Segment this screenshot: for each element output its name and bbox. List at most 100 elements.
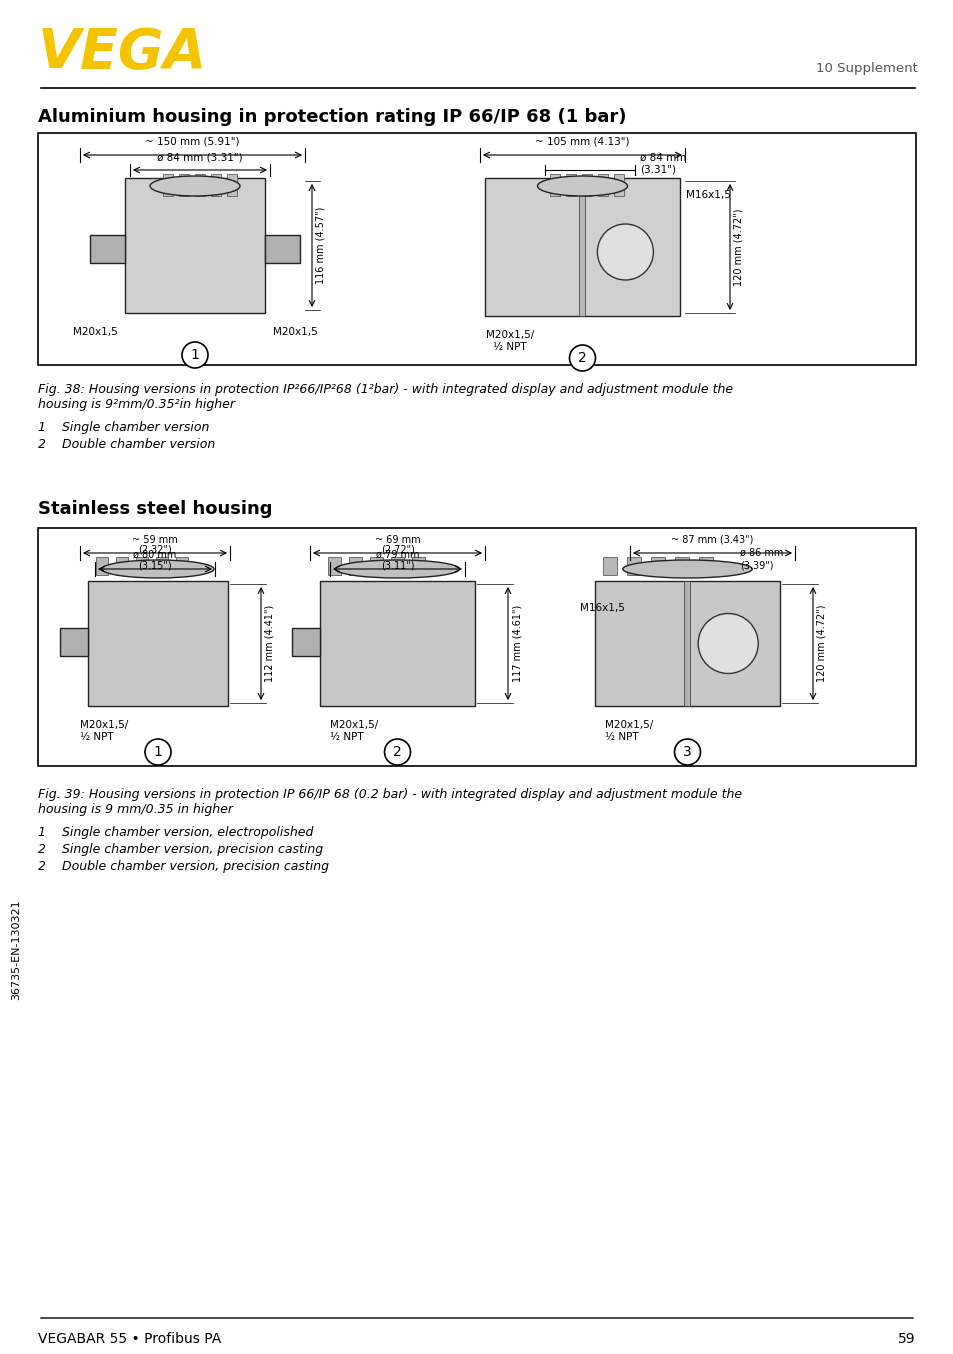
Ellipse shape [537, 176, 627, 196]
Text: ~ 59 mm: ~ 59 mm [132, 535, 177, 546]
Bar [60, 628, 88, 655]
Text: (3.15"): (3.15") [138, 561, 172, 570]
Bar [614, 175, 624, 196]
Text: 36735-EN-130321: 36735-EN-130321 [11, 899, 21, 1001]
Bar [699, 556, 712, 575]
Bar [550, 175, 560, 196]
Bar [96, 556, 108, 575]
Text: 116 mm (4.57"): 116 mm (4.57") [315, 207, 326, 284]
Text: M20x1,5: M20x1,5 [273, 328, 317, 337]
Text: ø 84 mm: ø 84 mm [639, 153, 685, 162]
Text: ½ NPT: ½ NPT [330, 733, 363, 742]
Bar [370, 556, 382, 575]
Text: Fig. 39: Housing versions in protection IP 66/IP 68 (0.2 bar) - with integrated : Fig. 39: Housing versions in protection … [38, 788, 741, 802]
Text: 120 mm (4.72"): 120 mm (4.72") [816, 605, 826, 682]
Bar [675, 556, 688, 575]
Text: 1    Single chamber version, electropolished: 1 Single chamber version, electropolishe… [38, 826, 313, 839]
Text: M20x1,5/: M20x1,5/ [330, 720, 377, 730]
Bar [265, 236, 299, 263]
Bar [566, 175, 576, 196]
Bar [116, 556, 128, 575]
Text: 1    Single chamber version: 1 Single chamber version [38, 421, 209, 435]
Bar [136, 556, 148, 575]
Text: 3: 3 [682, 745, 691, 760]
Text: ø 86 mm: ø 86 mm [740, 548, 782, 558]
Bar [292, 628, 319, 655]
Text: 2: 2 [393, 745, 401, 760]
Bar [349, 556, 361, 575]
Bar [683, 581, 689, 705]
Text: 10 Supplement: 10 Supplement [815, 62, 917, 74]
Bar [194, 175, 205, 196]
Bar [391, 556, 403, 575]
Bar [328, 556, 340, 575]
Text: 2    Double chamber version, precision casting: 2 Double chamber version, precision cast… [38, 860, 329, 873]
Text: 2    Double chamber version: 2 Double chamber version [38, 437, 215, 451]
Bar [582, 175, 592, 196]
Bar [163, 175, 172, 196]
Text: (2.32"): (2.32") [138, 546, 172, 555]
Text: VEGA: VEGA [38, 26, 207, 80]
Text: M16x1,5: M16x1,5 [579, 603, 624, 613]
Text: ½ NPT: ½ NPT [604, 733, 638, 742]
Bar [175, 556, 188, 575]
Bar [156, 556, 168, 575]
Bar [38, 133, 915, 366]
Text: 112 mm (4.41"): 112 mm (4.41") [265, 605, 274, 682]
Bar [179, 175, 189, 196]
Bar [412, 556, 424, 575]
Circle shape [182, 343, 208, 368]
Bar [484, 177, 679, 315]
Circle shape [674, 739, 700, 765]
Text: VEGABAR 55 • Profibus PA: VEGABAR 55 • Profibus PA [38, 1332, 221, 1346]
Ellipse shape [102, 561, 213, 578]
Text: ~ 105 mm (4.13"): ~ 105 mm (4.13") [535, 137, 629, 148]
Ellipse shape [335, 561, 459, 578]
Text: (3.11"): (3.11") [381, 561, 415, 570]
Circle shape [145, 739, 171, 765]
Text: ø 80 mm: ø 80 mm [133, 550, 176, 561]
Text: ~ 87 mm (3.43"): ~ 87 mm (3.43") [670, 535, 753, 546]
Bar [38, 528, 915, 766]
Bar [125, 177, 265, 313]
Text: ~ 150 mm (5.91"): ~ 150 mm (5.91") [145, 137, 239, 148]
Ellipse shape [622, 561, 752, 578]
Text: M20x1,5: M20x1,5 [72, 328, 117, 337]
Text: M20x1,5/: M20x1,5/ [604, 720, 653, 730]
Text: Aluminium housing in protection rating IP 66/IP 68 (1 bar): Aluminium housing in protection rating I… [38, 108, 626, 126]
Text: M16x1,5: M16x1,5 [685, 190, 730, 200]
Text: (3.39"): (3.39") [740, 561, 773, 570]
Bar [650, 556, 664, 575]
Bar [88, 581, 228, 705]
Text: ø 84 mm (3.31"): ø 84 mm (3.31") [157, 152, 243, 162]
Text: 2: 2 [578, 351, 586, 366]
Text: (2.72"): (2.72") [380, 546, 415, 555]
Text: 1: 1 [191, 348, 199, 362]
Text: 120 mm (4.72"): 120 mm (4.72") [733, 209, 743, 286]
Circle shape [384, 739, 410, 765]
Bar [598, 175, 608, 196]
Bar [90, 236, 125, 263]
Text: 1: 1 [153, 745, 162, 760]
Text: ½ NPT: ½ NPT [493, 343, 526, 352]
Text: 59: 59 [898, 1332, 915, 1346]
Circle shape [597, 223, 653, 280]
Ellipse shape [150, 176, 240, 196]
Text: ø 79 mm: ø 79 mm [375, 550, 419, 561]
Bar [595, 581, 780, 705]
Text: housing is 9 mm/0.35 in higher: housing is 9 mm/0.35 in higher [38, 803, 233, 816]
Text: (3.31"): (3.31") [639, 165, 676, 175]
Text: M20x1,5/: M20x1,5/ [80, 720, 128, 730]
Text: 117 mm (4.61"): 117 mm (4.61") [512, 605, 521, 682]
Text: ~ 69 mm: ~ 69 mm [375, 535, 420, 546]
Bar [319, 581, 475, 705]
Text: housing is 9²mm/0.35²in higher: housing is 9²mm/0.35²in higher [38, 398, 234, 412]
Bar [602, 556, 617, 575]
Bar [578, 177, 584, 315]
Bar [626, 556, 640, 575]
Circle shape [698, 613, 758, 673]
Circle shape [569, 345, 595, 371]
Text: Stainless steel housing: Stainless steel housing [38, 500, 273, 519]
Text: 2    Single chamber version, precision casting: 2 Single chamber version, precision cast… [38, 844, 323, 856]
Text: M20x1,5/: M20x1,5/ [485, 330, 534, 340]
